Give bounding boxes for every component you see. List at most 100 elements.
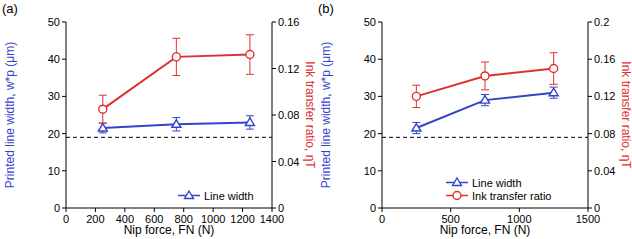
- y-axis: [382, 22, 383, 208]
- y-tick: [62, 59, 66, 60]
- x-tick-label: 1500: [576, 213, 600, 225]
- y-tick: [378, 170, 382, 171]
- error-bar: [550, 87, 558, 98]
- plot-area: [66, 35, 272, 138]
- series-line: [416, 93, 553, 128]
- y-tick-label: 40: [364, 53, 376, 65]
- point: [549, 88, 558, 96]
- x-tick: [450, 208, 451, 212]
- x-tick: [95, 208, 96, 212]
- legend-marker: [453, 192, 461, 200]
- y2-tick-label: 0.04: [594, 165, 615, 177]
- y2-tick: [588, 96, 592, 97]
- y2-tick-label: 0: [594, 202, 600, 214]
- figure: (a)0200400600800100012001400010203040500…: [0, 0, 632, 239]
- x-tick: [183, 208, 184, 212]
- x-axis: [66, 208, 272, 209]
- y2-tick: [272, 22, 276, 23]
- y2-tick: [588, 170, 592, 171]
- y2-tick: [272, 208, 276, 209]
- panel: (b)0500100015000102030405000.040.080.120…: [318, 1, 632, 237]
- y2-tick-label: 0.16: [278, 16, 299, 28]
- x-tick-label: 1400: [260, 213, 284, 225]
- x-tick-label: 0: [379, 213, 385, 225]
- y2-tick-label: 0.04: [278, 156, 299, 168]
- y2-tick: [588, 59, 592, 60]
- point: [481, 96, 490, 104]
- error-bar: [412, 122, 420, 133]
- reference-line: [66, 137, 272, 138]
- point: [98, 124, 107, 132]
- error-bar: [99, 95, 107, 123]
- y-tick: [62, 133, 66, 134]
- x-tick: [272, 208, 273, 212]
- error-bar: [99, 123, 107, 133]
- point: [412, 92, 420, 100]
- y2-tick-label: 0: [278, 202, 284, 214]
- y-axis-title: Printed line width, w*p (μm): [319, 42, 333, 188]
- error-bar: [172, 38, 180, 75]
- y-tick: [378, 133, 382, 134]
- y-tick: [62, 208, 66, 209]
- y2-axis-title: Ink transfer ratio, ηT: [619, 61, 632, 169]
- y2-tick: [272, 161, 276, 162]
- point: [246, 51, 254, 59]
- x-tick-label: 0: [63, 213, 69, 225]
- y-tick-label: 10: [48, 165, 60, 177]
- y2-tick-label: 0.12: [278, 63, 299, 75]
- error-bar: [172, 118, 180, 131]
- error-bar: [246, 116, 254, 129]
- x-tick: [66, 208, 67, 212]
- legend-label: Line width: [204, 190, 254, 202]
- y-tick-label: 50: [364, 16, 376, 28]
- y2-tick-label: 0.08: [594, 128, 615, 140]
- y-tick: [62, 22, 66, 23]
- error-bar: [412, 85, 420, 107]
- error-bar: [550, 53, 558, 85]
- y-tick-label: 30: [48, 90, 60, 102]
- legend-marker: [185, 191, 194, 199]
- x-tick: [124, 208, 125, 212]
- x-axis-title: Nip force, FN (N): [124, 223, 215, 237]
- y-tick: [378, 96, 382, 97]
- x-axis: [382, 208, 588, 209]
- x-tick: [213, 208, 214, 212]
- x-tick: [382, 208, 383, 212]
- x-tick: [154, 208, 155, 212]
- y2-tick: [588, 22, 592, 23]
- legend: Line width: [178, 190, 254, 202]
- y-tick: [378, 208, 382, 209]
- legend: Line widthInk transfer ratio: [446, 177, 551, 202]
- y2-tick: [588, 208, 592, 209]
- legend-label: Line width: [472, 177, 522, 189]
- point: [245, 118, 254, 126]
- y2-axis-title: Ink transfer ratio, ηT: [303, 61, 317, 169]
- error-bar: [246, 35, 254, 75]
- x-tick: [519, 208, 520, 212]
- panel-label: (b): [318, 1, 334, 16]
- point: [172, 120, 181, 128]
- y2-tick: [272, 68, 276, 69]
- y-tick: [62, 96, 66, 97]
- y-tick-label: 40: [48, 53, 60, 65]
- y-tick: [378, 59, 382, 60]
- y-tick-label: 50: [48, 16, 60, 28]
- plot-area: [382, 53, 588, 138]
- y-tick: [378, 22, 382, 23]
- y-tick-label: 20: [48, 128, 60, 140]
- y-axis: [66, 22, 67, 208]
- x-tick: [588, 208, 589, 212]
- x-tick: [242, 208, 243, 212]
- y-tick-label: 30: [364, 90, 376, 102]
- y-tick-label: 20: [364, 128, 376, 140]
- y-tick-label: 0: [54, 202, 60, 214]
- legend-label: Ink transfer ratio: [472, 190, 551, 202]
- legend-marker: [453, 178, 462, 186]
- y2-tick-label: 0.2: [594, 16, 609, 28]
- point: [99, 105, 107, 113]
- point: [412, 124, 421, 132]
- y2-tick-label: 0.12: [594, 90, 615, 102]
- y2-tick-label: 0.08: [278, 109, 299, 121]
- y-tick-label: 0: [370, 202, 376, 214]
- panel: (a)0200400600800100012001400010203040500…: [2, 1, 317, 237]
